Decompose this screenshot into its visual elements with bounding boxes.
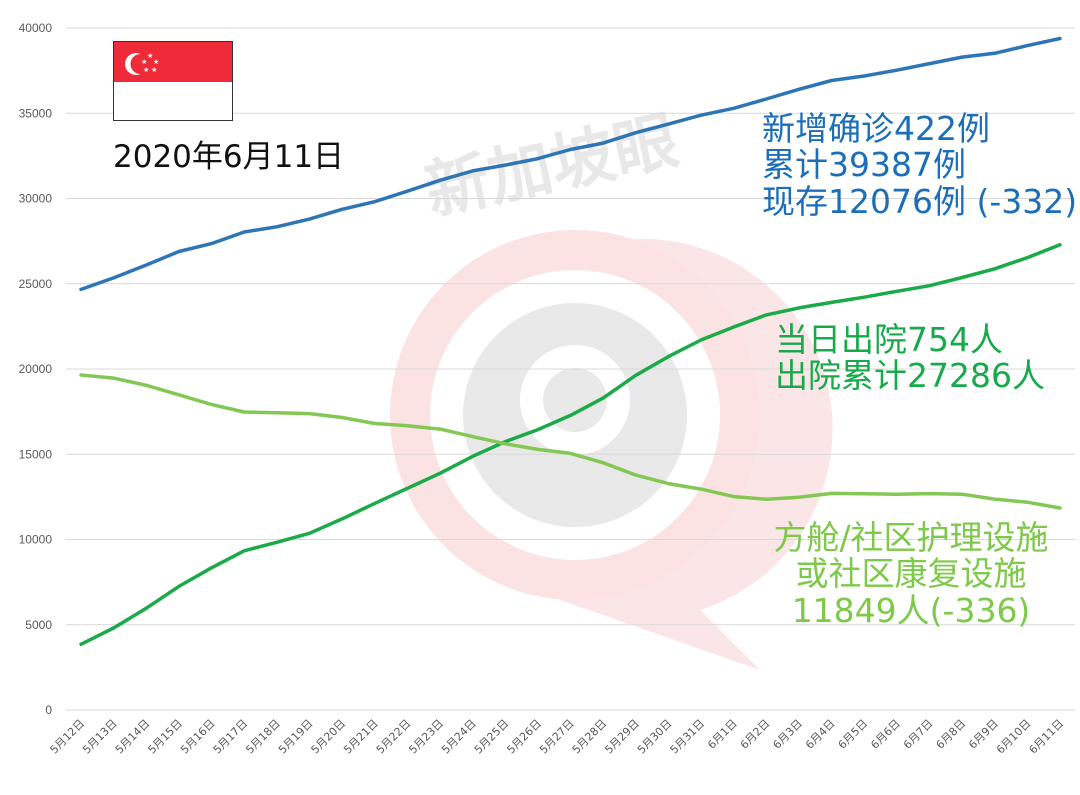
svg-text:★: ★ (147, 52, 153, 60)
x-tick-label: 5月13日 (80, 717, 120, 757)
discharged-annotation: 当日出院754人 出院累计27286人 (775, 320, 1045, 396)
x-tick-label: 5月21日 (341, 717, 381, 757)
y-tick-label: 35000 (19, 106, 53, 120)
x-tick-label: 5月30日 (635, 717, 675, 757)
x-tick-label: 5月23日 (406, 717, 446, 757)
cumulative-cases-label: 累计39387例 (762, 145, 966, 185)
watermark-text: 新加坡眼 (419, 104, 685, 230)
x-tick-label: 6月1日 (705, 717, 740, 752)
x-tick-label: 5月14日 (113, 717, 153, 757)
x-tick-label: 5月25日 (472, 717, 512, 757)
svg-text:★: ★ (143, 66, 149, 74)
confirmed-annotation: 新增确诊422例 累计39387例 现存12076例 (-332) (762, 109, 1078, 221)
x-tick-label: 5月24日 (439, 717, 479, 757)
singapore-flag: ★ ★ ★ ★ ★ (113, 41, 233, 121)
x-tick-label: 5月29日 (602, 717, 642, 757)
x-tick-label: 5月20日 (309, 717, 349, 757)
y-tick-label: 15000 (19, 447, 53, 461)
x-tick-label: 5月17日 (211, 717, 251, 757)
x-tick-label: 6月8日 (934, 717, 969, 752)
x-tick-label: 5月27日 (537, 717, 577, 757)
x-tick-label: 6月4日 (803, 717, 838, 752)
svg-text:★: ★ (141, 58, 147, 66)
chart-title: 2020年6月11日 (113, 139, 345, 175)
x-tick-label: 5月31日 (668, 717, 708, 757)
series-line (79, 243, 1062, 647)
y-tick-label: 5000 (25, 618, 52, 632)
x-tick-label: 5月26日 (504, 717, 544, 757)
flag-white-band (114, 82, 232, 120)
y-tick-label: 25000 (19, 277, 53, 291)
x-tick-label: 5月16日 (178, 717, 218, 757)
y-tick-label: 0 (45, 703, 52, 717)
community-facility-annotation: 方舱/社区护理设施 或社区康复设施 11849人(-336) (752, 518, 1070, 630)
x-tick-label: 5月22日 (374, 717, 414, 757)
x-tick-label: 6月6日 (868, 717, 903, 752)
series-line (79, 373, 1062, 510)
x-tick-label: 6月7日 (901, 717, 936, 752)
flag-red-band: ★ ★ ★ ★ ★ (114, 42, 232, 82)
y-tick-label: 40000 (19, 21, 53, 35)
x-tick-label: 5月28日 (570, 717, 610, 757)
new-cases-label: 新增确诊422例 (762, 109, 990, 148)
daily-discharged-label: 当日出院754人 (775, 320, 1003, 359)
series-line (79, 36, 1062, 292)
x-tick-label: 6月5日 (836, 717, 871, 752)
crescent-stars-icon: ★ ★ ★ ★ ★ (125, 52, 159, 75)
x-tick-label: 5月18日 (243, 717, 283, 757)
x-tick-label: 5月15日 (145, 717, 185, 757)
x-tick-label: 5月12日 (48, 717, 88, 757)
svg-text:★: ★ (151, 66, 157, 74)
community-facility-count: 11849人(-336) (791, 590, 1031, 630)
y-tick-label: 10000 (19, 533, 53, 547)
active-cases-label: 现存12076例 (-332) (762, 181, 1078, 221)
community-facility-label-1: 方舱/社区护理设施 (773, 518, 1049, 557)
x-tick-label: 6月2日 (738, 717, 773, 752)
x-tick-label: 6月11日 (1027, 717, 1067, 757)
y-tick-label: 30000 (19, 192, 53, 206)
x-tick-label: 6月10日 (994, 717, 1034, 757)
x-tick-label: 5月19日 (276, 717, 316, 757)
cumulative-discharged-label: 出院累计27286人 (775, 356, 1045, 396)
community-facility-label-2: 或社区康复设施 (795, 554, 1027, 594)
y-tick-label: 20000 (19, 362, 53, 376)
svg-text:★: ★ (153, 58, 159, 66)
x-tick-label: 6月3日 (770, 717, 805, 752)
